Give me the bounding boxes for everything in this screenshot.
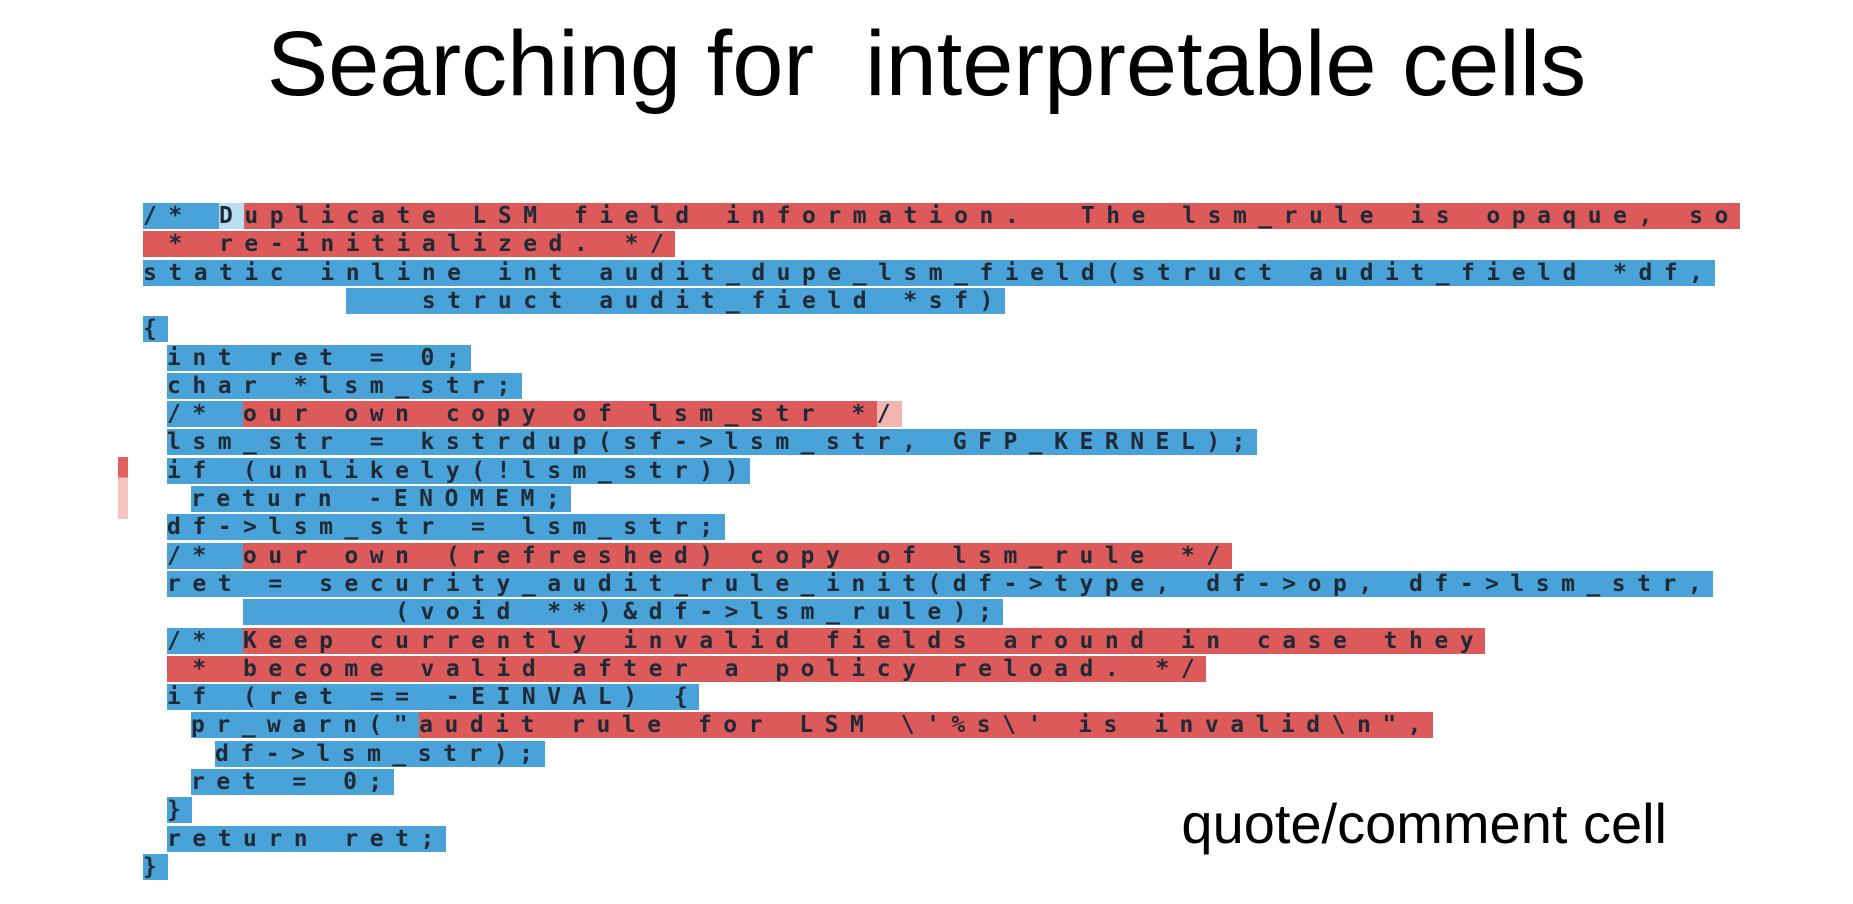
code-line: ret = 0; xyxy=(191,769,394,795)
quote-comment-segment: * re-initialized. */ xyxy=(143,231,676,257)
code-segment: static inline int audit_dupe_lsm_field(s… xyxy=(143,260,1715,286)
code-segment: ret = security_audit_rule_init(df->type,… xyxy=(167,571,1714,597)
code-segment xyxy=(143,288,346,314)
code-line: df->lsm_str = lsm_str; xyxy=(167,514,725,540)
slide-title: Searching for interpretable cells xyxy=(266,13,1587,115)
code-line: /* Duplicate LSM field information. The … xyxy=(143,203,1740,229)
code-segment: struct audit_field *sf) xyxy=(345,288,1005,314)
code-segment: df->lsm_str = lsm_str; xyxy=(167,514,725,540)
code-line: ret = security_audit_rule_init(df->type,… xyxy=(167,571,1714,597)
code-line: return ret; xyxy=(167,826,446,852)
code-segment: pr_warn(" xyxy=(191,712,420,738)
code-segment: /* xyxy=(167,401,244,427)
code-segment: /* xyxy=(167,628,244,654)
code-line: char *lsm_str; xyxy=(167,373,522,399)
code-segment: } xyxy=(143,854,169,880)
quote-comment-segment: * become valid after a policy reload. */ xyxy=(167,656,1207,682)
code-segment xyxy=(167,599,243,625)
quote-comment-segment: our own (refreshed) copy of lsm_rule */ xyxy=(243,543,1232,569)
caption: quote/comment cell xyxy=(1181,792,1667,855)
code-line: } xyxy=(143,854,169,880)
code-line: (void **)&df->lsm_rule); xyxy=(167,599,1004,625)
code-line: int ret = 0; xyxy=(167,345,472,371)
quote-comment-segment: uplicate LSM field information. The lsm_… xyxy=(244,203,1740,229)
quote-comment-segment: / xyxy=(876,401,903,427)
code-line: * become valid after a policy reload. */ xyxy=(167,656,1207,682)
code-line: return -ENOMEM; xyxy=(191,486,572,512)
code-segment: df->lsm_str); xyxy=(215,741,545,767)
code-line: if (unlikely(!lsm_str)) xyxy=(167,458,750,484)
code-line: { xyxy=(143,316,169,342)
code-line: df->lsm_str); xyxy=(215,741,545,767)
code-line: /* Keep currently invalid fields around … xyxy=(167,628,1486,654)
activation-marker xyxy=(118,457,128,519)
code-segment: return -ENOMEM; xyxy=(191,486,572,512)
code-line: * re-initialized. */ xyxy=(143,231,676,257)
quote-comment-segment: Keep currently invalid fields around in … xyxy=(243,628,1486,654)
code-segment: return ret; xyxy=(167,826,446,852)
code-segment: { xyxy=(143,316,169,342)
code-line: /* our own (refreshed) copy of lsm_rule … xyxy=(167,543,1232,569)
code-activation-panel: /* Duplicate LSM field information. The … xyxy=(143,203,1740,883)
code-segment: if (unlikely(!lsm_str)) xyxy=(167,458,750,484)
code-line: pr_warn("audit rule for LSM \'%s\' is in… xyxy=(191,712,1434,738)
code-segment: /* xyxy=(143,203,220,229)
code-segment: if (ret == -EINVAL) { xyxy=(167,684,700,710)
code-segment: /* xyxy=(167,543,244,569)
code-segment: } xyxy=(167,797,193,823)
code-line: /* our own copy of lsm_str */ xyxy=(167,401,903,427)
code-line: struct audit_field *sf) xyxy=(143,288,1005,314)
quote-comment-segment: our own copy of lsm_str * xyxy=(243,401,877,427)
code-line: if (ret == -EINVAL) { xyxy=(167,684,700,710)
code-line: } xyxy=(167,797,193,823)
code-segment: int ret = 0; xyxy=(167,345,472,371)
code-segment: D xyxy=(219,203,245,229)
code-segment: lsm_str = kstrdup(sf->lsm_str, GFP_KERNE… xyxy=(167,429,1257,455)
code-segment: char *lsm_str; xyxy=(167,373,522,399)
code-line: lsm_str = kstrdup(sf->lsm_str, GFP_KERNE… xyxy=(167,429,1257,455)
code-segment: ret = 0; xyxy=(191,769,394,795)
code-line: static inline int audit_dupe_lsm_field(s… xyxy=(143,260,1715,286)
code-segment: (void **)&df->lsm_rule); xyxy=(243,599,1004,625)
quote-comment-segment: audit rule for LSM \'%s\' is invalid\n", xyxy=(419,712,1434,738)
